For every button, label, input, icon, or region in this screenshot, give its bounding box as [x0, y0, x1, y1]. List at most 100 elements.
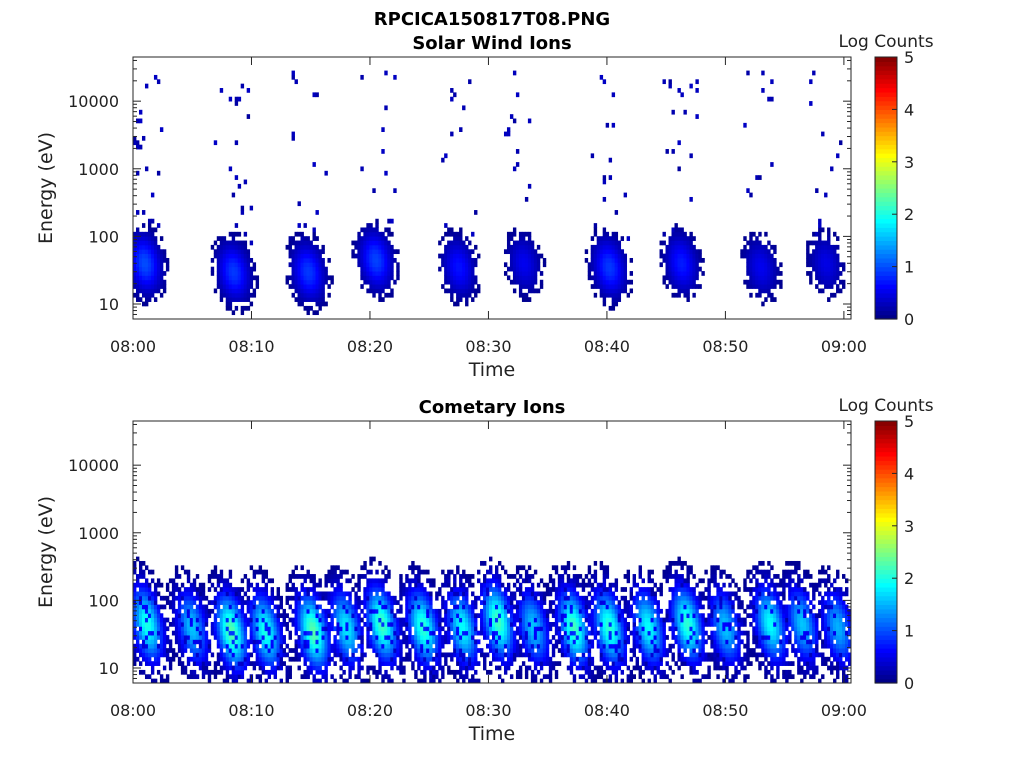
spectrogram-cell: [503, 661, 508, 666]
spectrogram-cell: [345, 643, 349, 649]
spectrogram-cell: [671, 271, 675, 276]
spectrogram-cell: [147, 240, 152, 246]
spectrogram-cell: [450, 96, 454, 102]
spectrogram-cell: [378, 240, 382, 246]
spectrogram-cell: [201, 608, 206, 614]
spectrogram-cell: [578, 582, 583, 588]
spectrogram-cell: [273, 652, 277, 658]
spectrogram-cell: [456, 621, 460, 627]
spectrogram-cell: [231, 231, 236, 237]
spectrogram-cell: [225, 279, 230, 285]
spectrogram-cell: [393, 648, 397, 653]
spectrogram-cell: [456, 231, 460, 237]
spectrogram-cell: [453, 669, 457, 675]
spectrogram-cell: [423, 630, 427, 636]
spectrogram-cell: [680, 288, 684, 294]
spectrogram-cell: [560, 600, 565, 605]
spectrogram-cell: [480, 652, 484, 658]
spectrogram-cell: [369, 600, 373, 605]
spectrogram-cell: [426, 600, 430, 605]
spectrogram-cell: [536, 621, 541, 627]
spectrogram-cell: [273, 613, 277, 619]
spectrogram-cell: [752, 262, 756, 268]
spectrogram-cell: [602, 284, 607, 289]
spectrogram-cell: [237, 266, 242, 272]
spectrogram-cell: [506, 595, 511, 601]
spectrogram-cell: [417, 656, 421, 662]
spectrogram-cell: [512, 604, 517, 610]
spectrogram-cell: [372, 582, 376, 588]
spectrogram-cell: [183, 630, 188, 636]
spectrogram-cell: [842, 266, 846, 272]
spectrogram-cell: [548, 626, 553, 632]
spectrogram-cell: [279, 626, 283, 632]
spectrogram-cell: [692, 292, 696, 298]
spectrogram-cell: [420, 608, 424, 614]
spectrogram-cell: [668, 83, 672, 89]
spectrogram-cell: [207, 639, 212, 645]
spectrogram-cell: [459, 244, 463, 250]
spectrogram-cell: [327, 595, 331, 601]
spectrogram-cell: [689, 196, 693, 202]
spectrogram-cell: [288, 284, 292, 289]
spectrogram-cell: [680, 275, 684, 281]
spectrogram-cell: [180, 648, 185, 653]
spectrogram-cell: [527, 665, 532, 671]
spectrogram-cell: [830, 166, 834, 172]
spectrogram-cell: [159, 253, 164, 259]
spectrogram-cell: [159, 249, 164, 255]
spectrogram-cell: [216, 266, 221, 272]
spectrogram-cell: [219, 88, 224, 93]
spectrogram-cell: [509, 244, 514, 250]
spectrogram-cell: [812, 70, 816, 76]
spectrogram-cell: [156, 617, 161, 623]
spectrogram-cell: [255, 674, 260, 680]
spectrogram-cell: [276, 635, 280, 640]
spectrogram-cell: [348, 635, 352, 640]
spectrogram-cell: [509, 635, 514, 640]
spectrogram-cell: [309, 669, 313, 675]
spectrogram-cell: [378, 665, 382, 671]
spectrogram-cell: [497, 608, 502, 614]
spectrogram-cell: [327, 600, 331, 605]
spectrogram-cell: [399, 639, 403, 645]
spectrogram-cell: [620, 621, 625, 627]
spectrogram-cell: [366, 617, 370, 623]
spectrogram-cell: [815, 284, 819, 289]
spectrogram-cell: [153, 279, 158, 285]
spectrogram-cell: [375, 262, 379, 268]
spectrogram-cell: [471, 262, 475, 268]
spectrogram-cell: [611, 635, 616, 640]
spectrogram-cell: [614, 595, 619, 601]
spectrogram-cell: [225, 630, 230, 636]
spectrogram-cell: [602, 179, 607, 185]
spectrogram-cell: [150, 275, 155, 281]
spectrogram-cell: [593, 608, 598, 614]
spectrogram-cell: [321, 284, 325, 289]
spectrogram-cell: [423, 621, 427, 627]
spectrogram-cell: [165, 257, 170, 263]
spectrogram-cell: [243, 305, 248, 311]
spectrogram-cell: [584, 249, 589, 255]
spectrogram-cell: [836, 284, 840, 289]
spectrogram-cell: [153, 608, 158, 614]
spectrogram-cell: [518, 574, 523, 579]
spectrogram-cell: [162, 626, 167, 632]
spectrogram-cell: [291, 656, 295, 662]
spectrogram-cell: [593, 617, 598, 623]
spectrogram-cell: [405, 591, 409, 597]
spectrogram-cell: [515, 240, 520, 246]
spectrogram-cell: [447, 266, 451, 272]
spectrogram-cell: [162, 621, 167, 627]
spectrogram-cell: [216, 604, 221, 610]
spectrogram-cell: [408, 639, 412, 645]
spectrogram-cell: [300, 595, 304, 601]
spectrogram-cell: [539, 600, 544, 605]
spectrogram-cell: [608, 266, 613, 272]
spectrogram-cell: [477, 639, 481, 645]
spectrogram-cell: [180, 604, 185, 610]
spectrogram-cell: [824, 249, 828, 255]
spectrogram-cell: [177, 648, 182, 653]
spectrogram-cell: [456, 240, 460, 246]
spectrogram-cell: [593, 665, 598, 671]
